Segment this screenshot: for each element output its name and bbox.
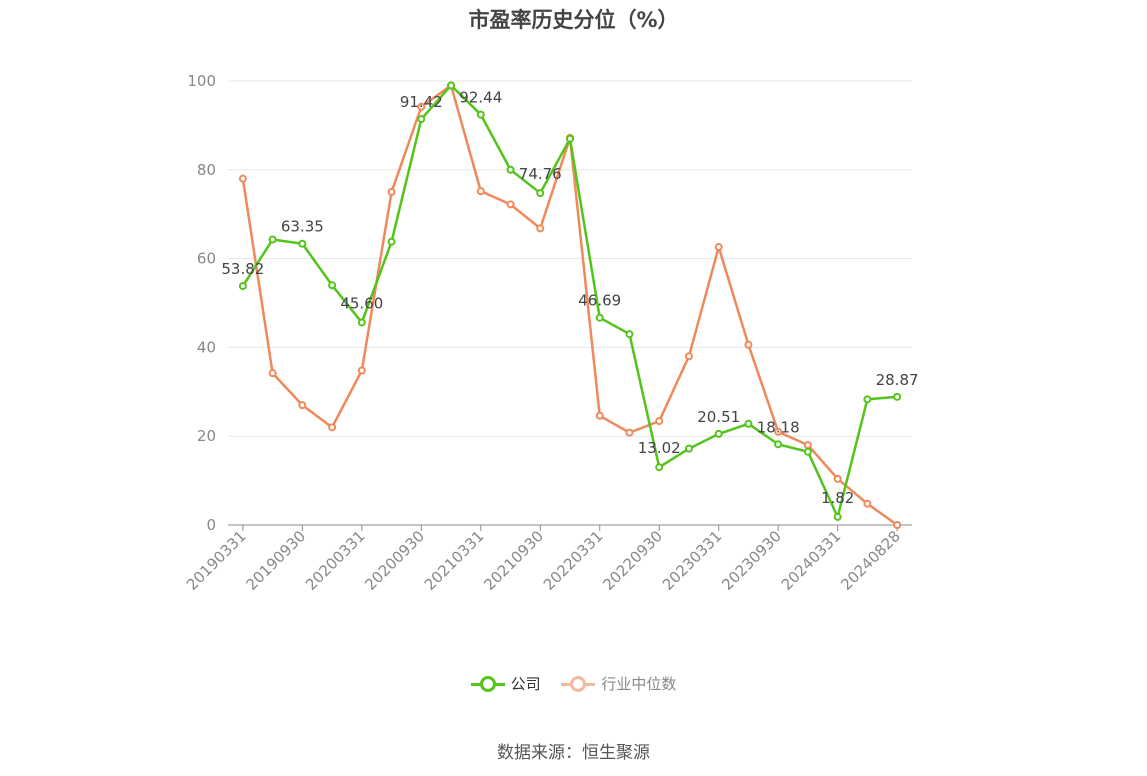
data-point-industry-median[interactable] <box>893 521 902 529</box>
data-label: 20.51 <box>697 408 740 426</box>
data-label: 28.87 <box>876 371 919 389</box>
data-point-industry-median[interactable] <box>357 366 366 375</box>
data-point-industry-median[interactable] <box>684 352 693 361</box>
data-point-company[interactable] <box>536 189 545 198</box>
data-label: 1.82 <box>821 489 854 507</box>
legend-swatch-industry-median <box>561 675 596 692</box>
data-point-company[interactable] <box>328 281 337 290</box>
data-point-company[interactable] <box>417 115 426 124</box>
data-label: 63.35 <box>281 218 324 236</box>
y-tick-label: 0 <box>206 516 216 534</box>
data-label: 18.18 <box>757 418 800 436</box>
legend-item-company[interactable]: 公司 <box>470 673 541 694</box>
data-point-company[interactable] <box>298 239 307 248</box>
axes: 0 20 40 60 80 100 2019033120190930202003312020… <box>183 72 912 594</box>
data-point-company[interactable] <box>625 330 634 339</box>
legend: 公司 行业中位数 <box>0 673 1147 696</box>
data-point-company[interactable] <box>268 235 277 244</box>
data-point-company[interactable] <box>863 395 872 404</box>
data-point-company[interactable] <box>714 429 723 438</box>
data-point-industry-median[interactable] <box>417 102 426 111</box>
x-tick-label: 20210331 <box>421 527 488 594</box>
data-point-company[interactable] <box>238 282 247 291</box>
data-labels: 53.82 63.35 45.60 91.42 92.44 74.76 46.69 13.02… <box>221 89 918 507</box>
data-label: 53.82 <box>221 260 264 278</box>
data-point-industry-median[interactable] <box>238 174 247 183</box>
data-point-industry-median[interactable] <box>774 427 783 436</box>
y-tick-label: 40 <box>197 338 216 356</box>
data-point-industry-median[interactable] <box>536 224 545 233</box>
legend-item-industry-median[interactable]: 行业中位数 <box>561 673 676 694</box>
data-point-industry-median[interactable] <box>714 243 723 252</box>
data-point-company[interactable] <box>833 512 842 521</box>
data-point-company[interactable] <box>447 81 456 90</box>
data-point-company[interactable] <box>655 463 664 472</box>
data-point-industry-median[interactable] <box>476 187 485 196</box>
x-tick-label: 20190930 <box>242 527 309 594</box>
data-point-company[interactable] <box>893 392 902 401</box>
data-label: 74.76 <box>519 165 562 183</box>
legend-swatch-company <box>470 675 505 692</box>
x-tick-label: 20200930 <box>361 527 428 594</box>
data-point-industry-median[interactable] <box>833 474 842 483</box>
x-tick-label: 20230930 <box>718 527 785 594</box>
y-tick-label: 60 <box>197 250 216 268</box>
data-label: 45.60 <box>340 295 383 313</box>
data-point-company[interactable] <box>774 440 783 449</box>
legend-label-company: 公司 <box>510 675 541 693</box>
data-point-company[interactable] <box>476 110 485 119</box>
data-point-industry-median[interactable] <box>595 411 604 420</box>
data-point-industry-median[interactable] <box>268 369 277 378</box>
data-point-industry-median[interactable] <box>387 188 396 196</box>
data-source: 数据来源：恒生聚源 <box>497 743 650 763</box>
x-tick-label: 20240331 <box>778 527 845 594</box>
data-point-company[interactable] <box>566 134 574 143</box>
data-point-industry-median[interactable] <box>328 423 337 432</box>
x-tick-label: 20210930 <box>480 527 547 594</box>
data-point-company[interactable] <box>744 419 753 428</box>
data-point-industry-median[interactable] <box>298 401 307 410</box>
data-point-company[interactable] <box>803 447 812 456</box>
data-point-company[interactable] <box>506 165 515 174</box>
data-point-company[interactable] <box>684 444 693 453</box>
series-lines <box>238 81 902 529</box>
data-label: 92.44 <box>459 89 502 107</box>
grid-lines <box>228 80 912 437</box>
y-tick-label: 100 <box>187 72 216 90</box>
y-tick-label: 20 <box>197 427 216 445</box>
x-tick-label: 20200331 <box>302 527 369 594</box>
x-tick-label: 20230331 <box>659 527 726 594</box>
data-label: 46.69 <box>578 292 621 310</box>
data-label: 91.42 <box>400 93 443 111</box>
data-point-industry-median[interactable] <box>655 417 664 426</box>
chart-title: 市盈率历史分位（%） <box>468 8 679 32</box>
data-point-company[interactable] <box>357 318 366 327</box>
legend-label-industry-median: 行业中位数 <box>601 675 677 693</box>
x-tick-label: 20220930 <box>599 527 666 594</box>
data-point-company[interactable] <box>387 237 396 246</box>
data-label: 13.02 <box>638 439 681 457</box>
y-tick-label: 80 <box>197 161 216 179</box>
data-point-industry-median[interactable] <box>506 200 515 209</box>
data-point-industry-median[interactable] <box>863 499 872 508</box>
data-point-industry-median[interactable] <box>625 428 634 437</box>
x-tick-label: 20240828 <box>837 527 904 594</box>
data-point-company[interactable] <box>595 313 604 322</box>
data-point-industry-median[interactable] <box>744 340 753 349</box>
data-point-industry-median[interactable] <box>803 441 812 450</box>
x-tick-label: 20190331 <box>183 527 250 594</box>
x-tick-label: 20220331 <box>540 527 607 594</box>
